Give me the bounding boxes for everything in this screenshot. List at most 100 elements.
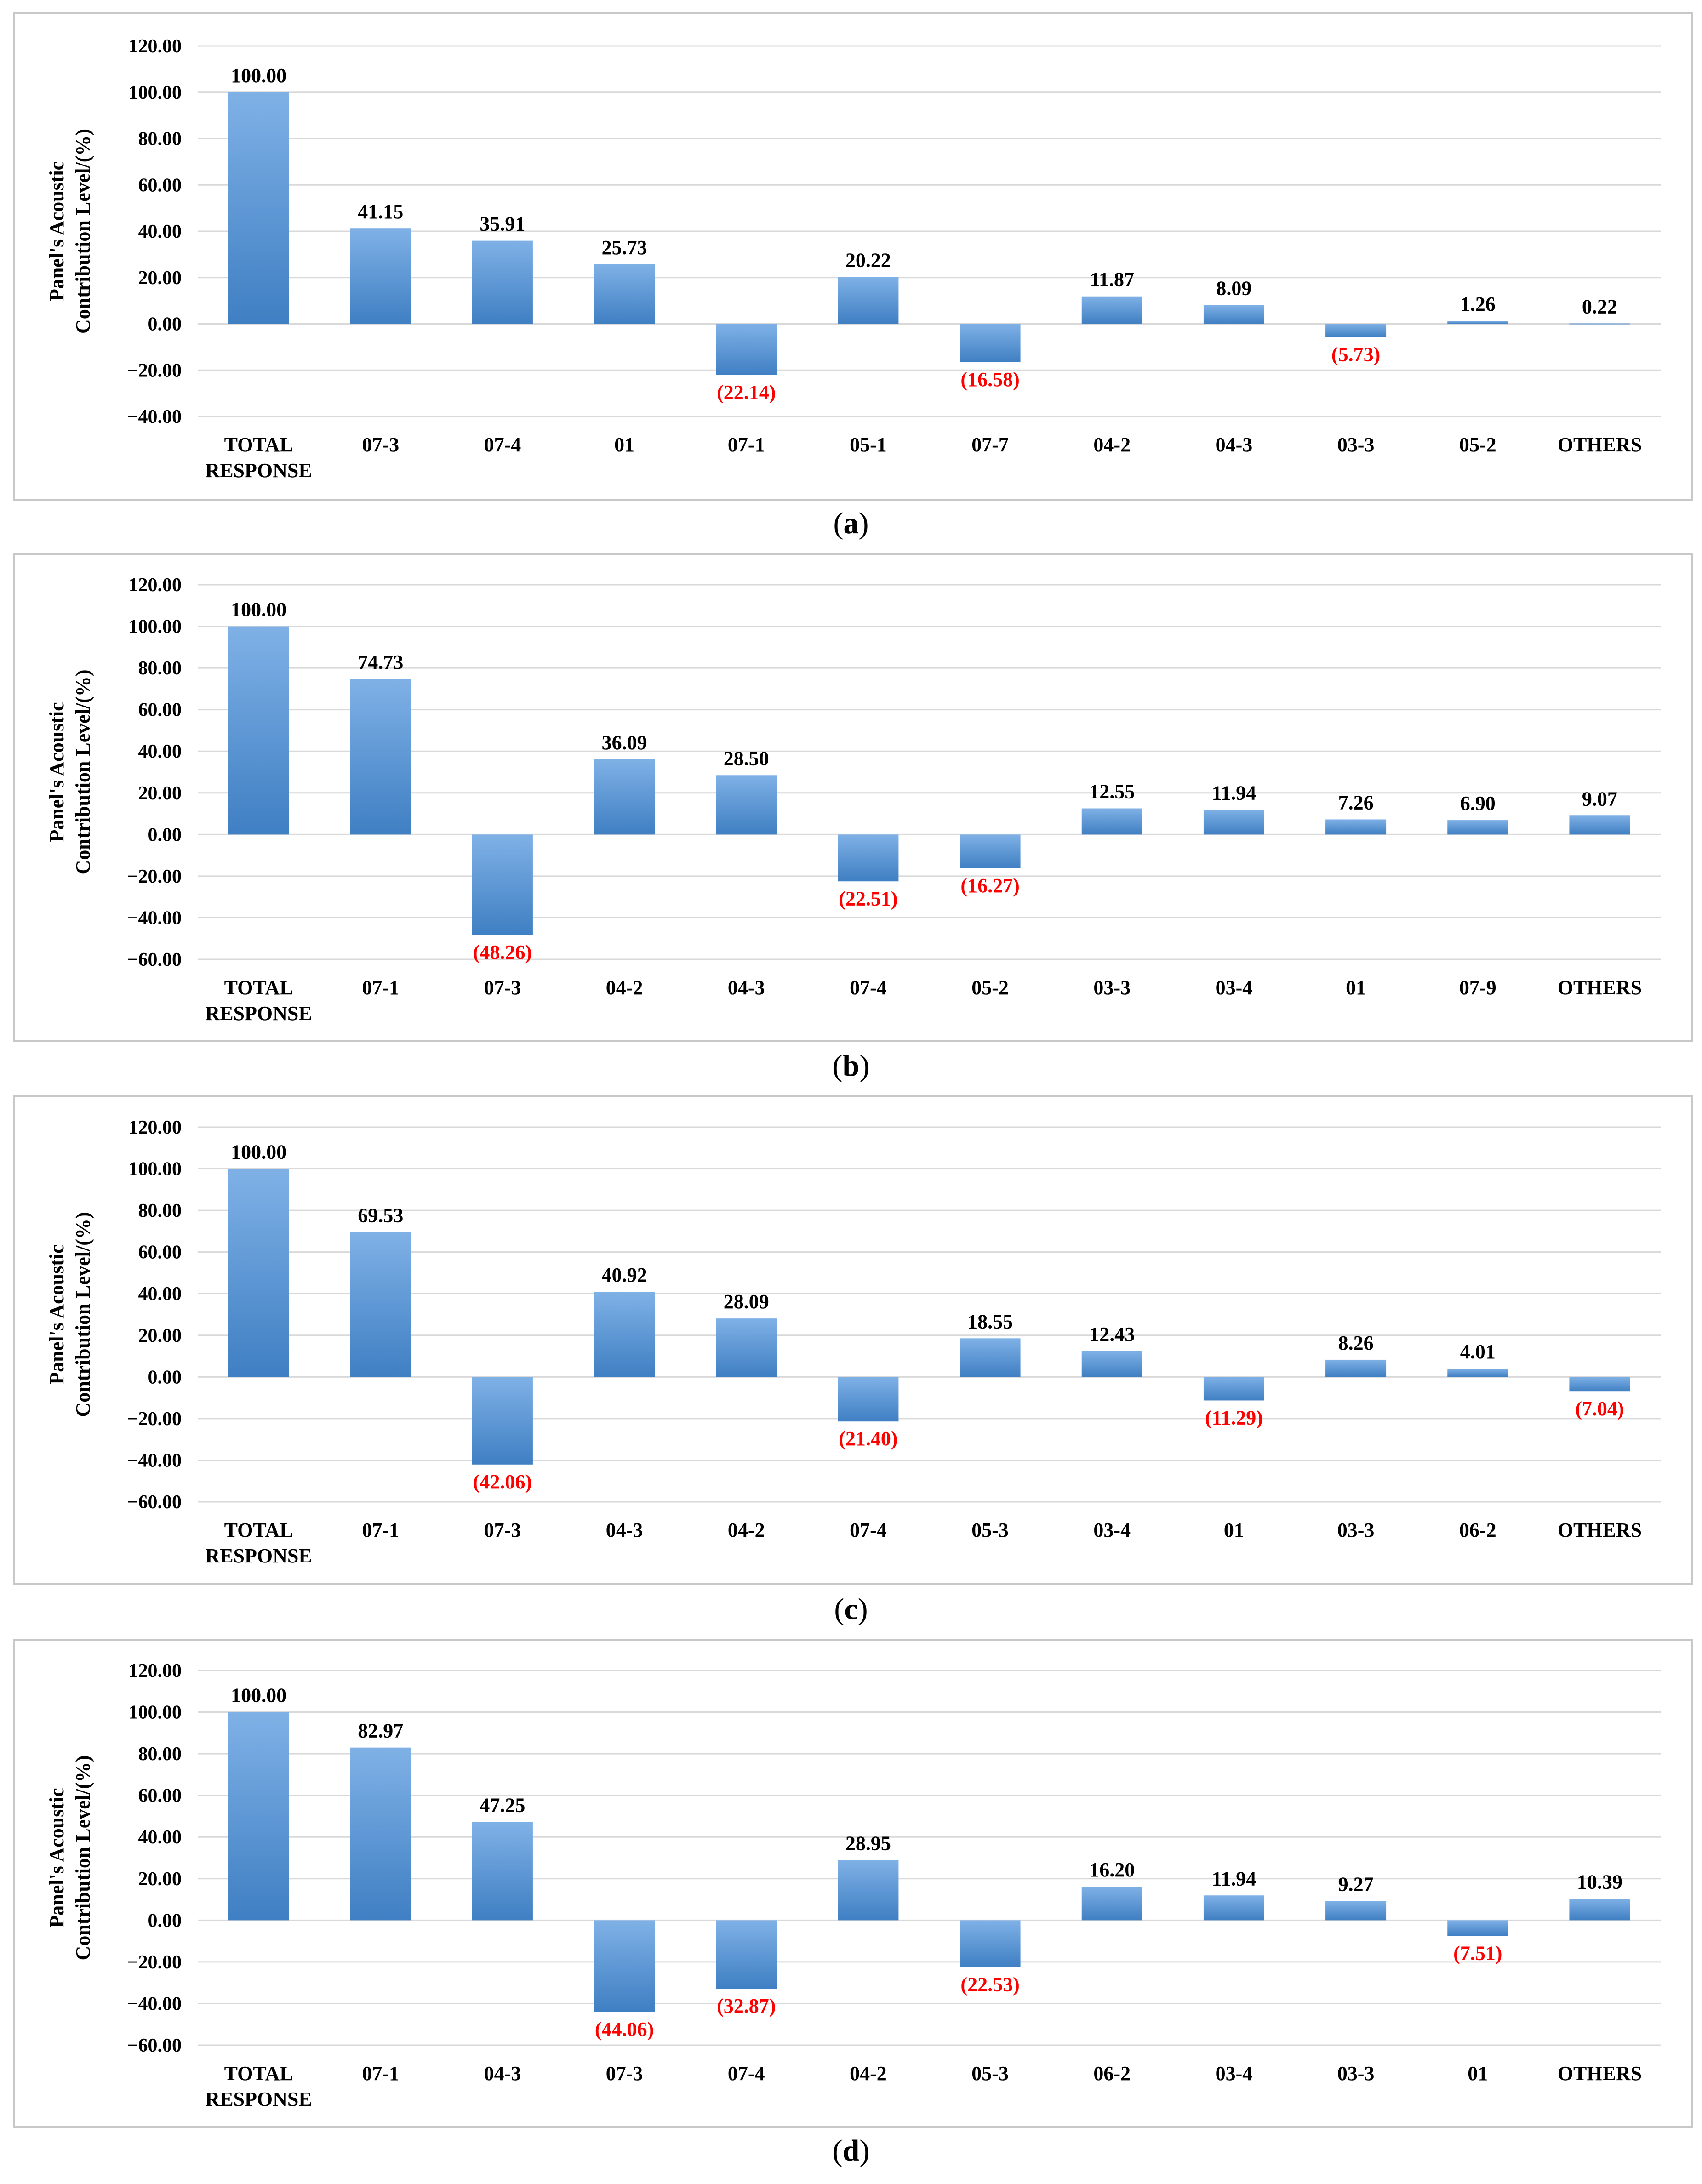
bar-07-3 (594, 1920, 655, 2012)
bar-total-response (228, 92, 289, 324)
data-label: 25.73 (602, 236, 647, 259)
bar-total-response (228, 1169, 289, 1377)
bar-07-4 (472, 240, 533, 324)
data-label: (7.04) (1575, 1397, 1624, 1420)
bar-04-3 (716, 775, 777, 835)
data-label: (22.51) (839, 887, 897, 910)
chart-frame (13, 12, 1693, 501)
y-tick-label: 120.00 (129, 1660, 182, 1682)
y-tick-label: 60.00 (138, 1242, 182, 1263)
bar-03-4 (1203, 810, 1264, 835)
bar-07-3 (472, 1377, 533, 1465)
data-label: 28.95 (845, 1832, 891, 1854)
x-tick-label: TOTAL (224, 433, 293, 456)
data-label: 36.09 (602, 731, 647, 754)
x-tick-label: OTHERS (1558, 976, 1642, 999)
y-tick-label: 80.00 (138, 1744, 182, 1765)
y-tick-label: 0.00 (148, 1910, 182, 1931)
y-tick-label: 20.00 (138, 1325, 182, 1346)
data-label: (44.06) (595, 2018, 654, 2041)
bar-07-4 (838, 1377, 899, 1422)
data-label: 74.73 (358, 651, 403, 673)
y-tick-label: 60.00 (138, 700, 182, 721)
x-tick-label: 03-4 (1216, 2062, 1253, 2085)
x-tick-label: 05-1 (850, 433, 887, 456)
y-tick-label: 100.00 (129, 82, 182, 103)
x-tick-label: 04-2 (850, 2062, 887, 2085)
chart-panel-a: 120.00 100.00 80.00 60.00 40.00 20.00 0.00 −20.… (13, 12, 1693, 540)
y-tick-label: −40.00 (127, 1993, 182, 2014)
y-axis-title: Panel's Acoustic (46, 1244, 68, 1384)
data-label: 16.20 (1089, 1859, 1135, 1881)
x-tick-label: 06-2 (1093, 2062, 1131, 2085)
bar-07-4 (838, 834, 899, 882)
data-label: (11.29) (1205, 1406, 1263, 1429)
x-tick-label: 06-2 (1459, 1519, 1496, 1541)
y-tick-label: 120.00 (129, 575, 182, 596)
bar-07-3 (472, 834, 533, 935)
y-tick-label: −20.00 (127, 866, 182, 887)
data-label: (21.40) (839, 1427, 897, 1450)
x-tick-label: 01 (1224, 1519, 1244, 1541)
bar-07-7 (960, 324, 1021, 363)
y-axis-title: Panel's Acoustic (46, 161, 68, 301)
x-tick-label: 07-4 (484, 433, 521, 456)
bar-07-1 (350, 679, 411, 835)
x-tick-label: OTHERS (1558, 433, 1642, 456)
y-tick-label: 40.00 (138, 741, 182, 762)
data-label: 69.53 (358, 1204, 403, 1227)
data-label: 9.07 (1582, 787, 1617, 810)
bar-01 (1447, 1920, 1508, 1936)
y-tick-label: −40.00 (127, 406, 182, 428)
x-tick-label: TOTAL (224, 1519, 293, 1541)
x-tick-label: 03-4 (1216, 976, 1253, 999)
bar-04-2 (716, 1318, 777, 1377)
data-label: (32.87) (717, 1995, 776, 2017)
x-tick-label: 05-2 (971, 976, 1009, 999)
bar-others (1569, 1899, 1630, 1921)
x-tick-label: 07-4 (850, 976, 887, 999)
bar-04-2 (838, 1860, 899, 1921)
x-tick-label: 04-2 (1093, 433, 1131, 456)
data-label: 11.87 (1090, 268, 1134, 291)
x-tick-label: 04-3 (484, 2062, 521, 2085)
data-label: 9.27 (1338, 1873, 1374, 1895)
x-tick-label: 01 (1468, 2062, 1488, 2085)
data-label: (42.06) (473, 1471, 532, 1493)
y-tick-label: 0.00 (148, 314, 182, 335)
y-axis-title: Contribution Level/(%) (72, 1755, 94, 1960)
bar-06-2 (1081, 1886, 1142, 1921)
bar-07-1 (350, 1747, 411, 1921)
data-label: 1.26 (1460, 293, 1496, 315)
data-label: 41.15 (358, 200, 403, 223)
data-label: 20.22 (845, 249, 891, 272)
bar-05-2 (960, 834, 1021, 869)
x-tick-label: 03-3 (1337, 433, 1375, 456)
y-tick-label: −20.00 (127, 1952, 182, 1973)
bar-04-2 (1081, 296, 1142, 324)
x-tick-label: 03-3 (1337, 2062, 1375, 2085)
y-tick-label: 40.00 (138, 1827, 182, 1848)
y-tick-label: −40.00 (127, 907, 182, 929)
bar-03-3 (1325, 1901, 1387, 1921)
data-label: 12.55 (1089, 781, 1135, 803)
panel-caption: (a) (834, 507, 869, 540)
y-tick-label: 80.00 (138, 129, 182, 150)
y-axis-title: Contribution Level/(%) (72, 129, 94, 334)
x-tick-label: 07-1 (728, 433, 765, 456)
y-tick-label: 100.00 (129, 1702, 182, 1723)
chart-panel-b: 120.00 100.00 80.00 60.00 40.00 20.00 0.00 −20.… (13, 553, 1693, 1083)
bar-07-1 (350, 1232, 411, 1377)
x-tick-label: 07-1 (362, 1519, 399, 1541)
y-tick-label: 60.00 (138, 175, 182, 196)
x-tick-label: 03-4 (1093, 1519, 1131, 1541)
data-label: 100.00 (231, 599, 286, 621)
bar-04-3 (1203, 305, 1264, 324)
x-tick-label: 07-4 (728, 2062, 765, 2085)
y-axis-title: Panel's Acoustic (46, 1788, 68, 1927)
data-label: 100.00 (231, 1141, 286, 1163)
y-tick-label: −20.00 (127, 360, 182, 381)
x-tick-label: 03-3 (1337, 1519, 1375, 1541)
